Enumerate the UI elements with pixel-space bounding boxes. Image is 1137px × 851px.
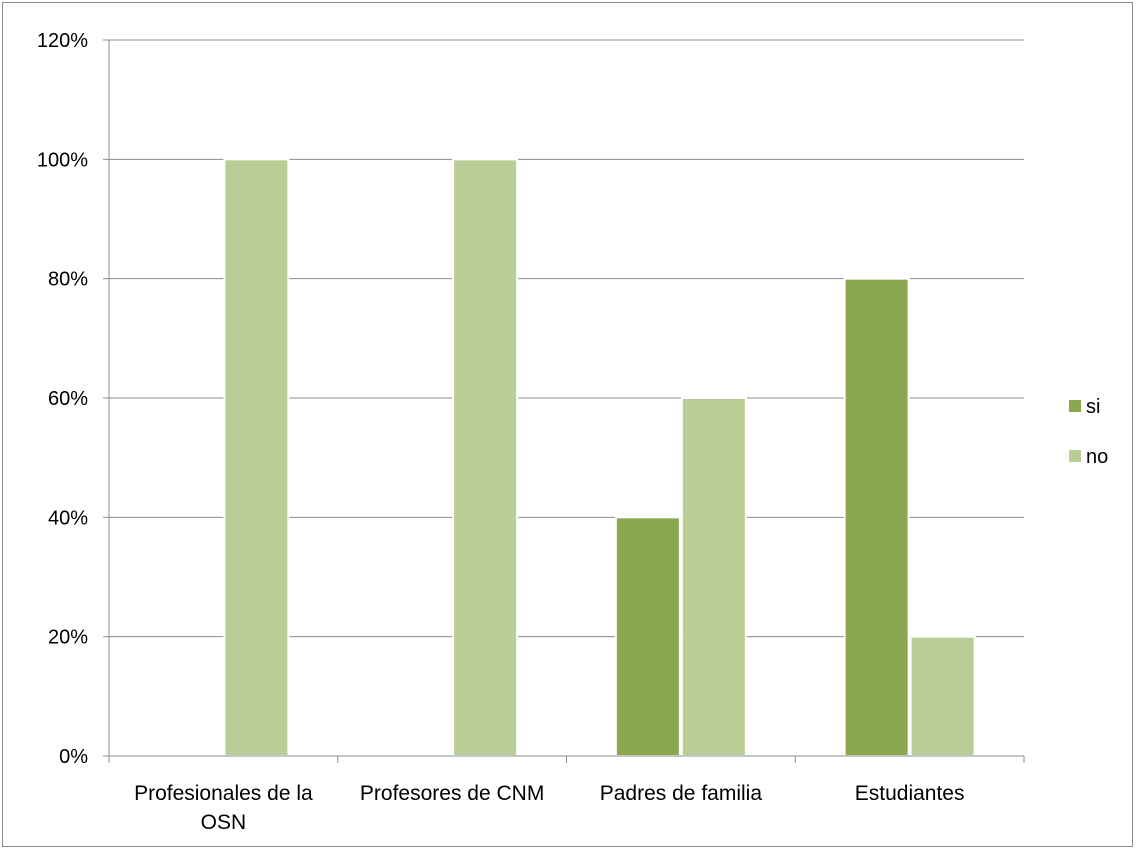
y-tick-label: 60% [48, 388, 88, 410]
x-category-label: Profesionales de la [134, 782, 313, 805]
x-category-label: Estudiantes [855, 782, 965, 805]
axes [108, 40, 1025, 763]
bar-si-3 [614, 516, 681, 757]
y-axis-tick-labels: 0% 20% 40% 60% 80% 100% 120% [37, 30, 88, 768]
x-axis-category-labels: Profesionales de la OSN Profesores de CNM P… [134, 782, 964, 834]
y-tick-label: 80% [48, 269, 88, 291]
y-tick-label: 100% [37, 149, 88, 171]
bar-no-1 [223, 158, 290, 758]
x-category-label: Padres de familia [600, 782, 763, 805]
y-tick-label: 20% [48, 627, 88, 649]
y-tick-label: 0% [59, 746, 88, 768]
legend: si no [1069, 396, 1108, 468]
y-tick-label: 120% [37, 30, 88, 52]
x-category-label: Profesores de CNM [360, 782, 544, 805]
legend-swatch-no [1069, 450, 1081, 462]
legend-label-si: si [1086, 396, 1100, 418]
x-category-label: OSN [201, 811, 247, 834]
bar-si-4 [843, 277, 910, 757]
bars [223, 158, 976, 758]
bar-no-2 [452, 158, 519, 758]
bar-no-4 [909, 635, 976, 758]
y-tick-label: 40% [48, 507, 88, 529]
legend-swatch-si [1069, 400, 1081, 412]
bar-no-3 [680, 397, 747, 757]
legend-label-no: no [1086, 446, 1108, 468]
